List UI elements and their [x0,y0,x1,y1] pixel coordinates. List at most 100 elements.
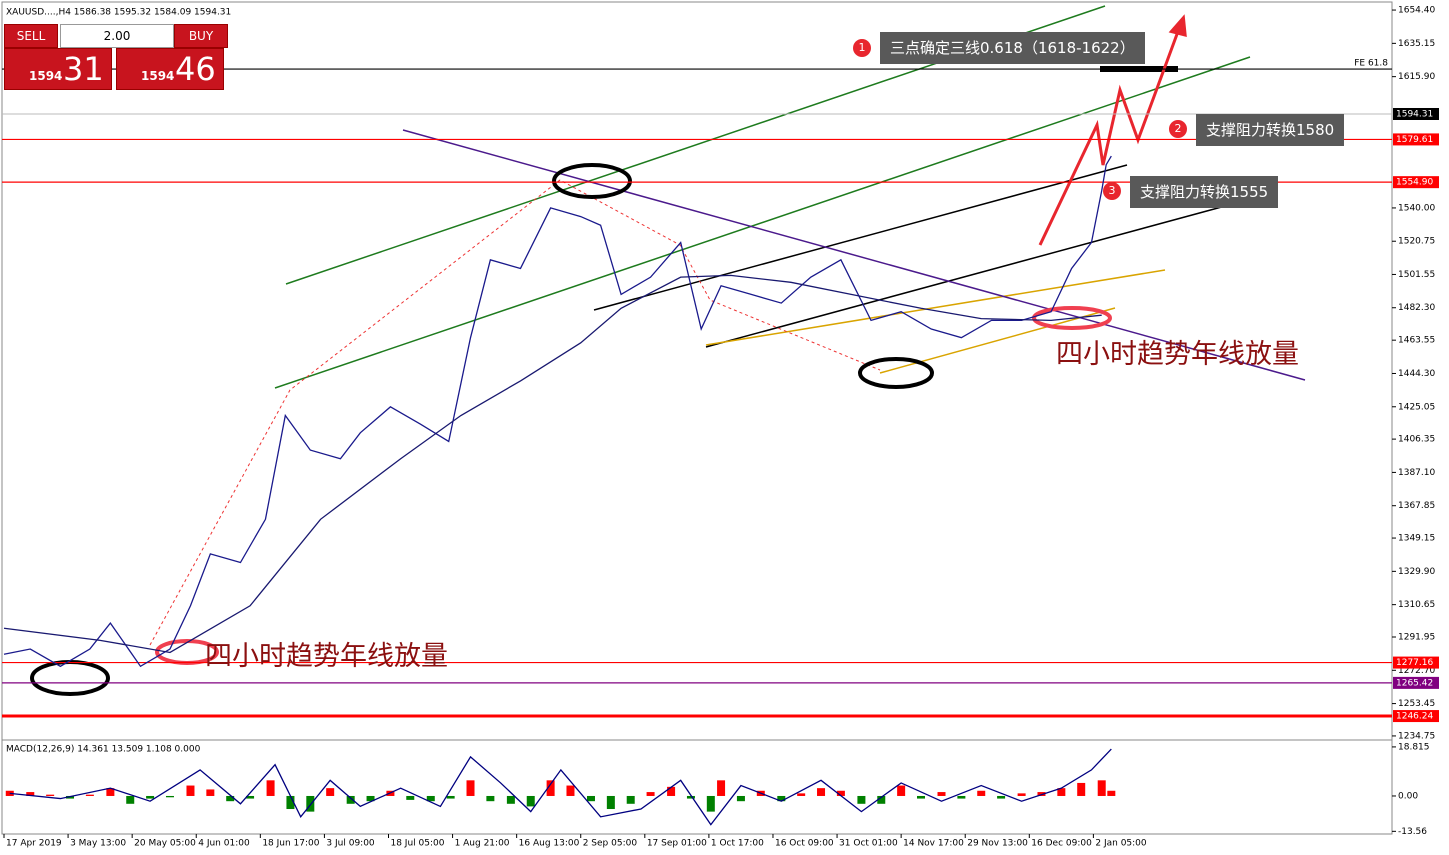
level-tag [1393,133,1439,146]
level-tag-label: 1554.90 [1396,178,1433,188]
x-tick-label: 17 Sep 01:00 [647,839,707,849]
level-tag-label: 1277.16 [1396,658,1433,668]
macd-bar [797,793,806,796]
y-tick-label: 1367.85 [1398,501,1435,511]
macd-bar [717,780,726,796]
ellipse [858,357,934,389]
y-tick-label: 1349.15 [1398,534,1435,544]
y-tick-label: 18.815 [1398,742,1430,752]
y-tick-label: 1463.55 [1398,336,1435,346]
badge: 1 [853,39,871,57]
channel-line [274,56,1251,389]
buy-button[interactable]: BUY [174,24,228,48]
x-tick-label: 18 Jul 05:00 [390,839,444,849]
x-tick-label: 20 May 05:00 [134,839,196,849]
level-tag [1393,656,1439,669]
macd-bar [606,795,615,810]
macd-bar [486,795,495,802]
y-tick-label: 1635.15 [1398,39,1435,49]
x-tick-label: 14 Nov 17:00 [903,839,964,849]
x-tick-label: 16 Aug 13:00 [519,839,580,849]
ask-big: 1594 [141,69,175,83]
badge: 3 [1103,182,1121,200]
macd-bar [1107,790,1116,796]
macd-bar [346,795,355,804]
macd-bar [446,795,455,799]
price-line [3,155,1112,668]
x-tick-label: 18 Jun 17:00 [262,839,319,849]
annotation: 三点确定三线0.618（1618-1622） [880,32,1145,64]
y-tick-label: 1425.05 [1398,402,1435,412]
macd-bar [977,790,986,796]
level-tag-label: 1246.24 [1396,712,1433,722]
macd-bar [206,789,215,796]
y-tick-label: -13.56 [1398,827,1427,837]
macd-bar [706,795,715,812]
level-tag [1393,176,1439,189]
macd-bar [286,795,295,810]
macd-bar [165,795,174,798]
bid-small: 31 [63,50,104,88]
macd-bar [306,795,315,812]
macd-bar [126,795,135,804]
x-tick-label: 2 Sep 05:00 [583,839,638,849]
macd-bar [85,794,94,796]
annotation: 支撑阻力转换1555 [1130,176,1279,208]
y-tick-label: 0.00 [1398,791,1418,801]
trend-line [402,129,1306,381]
bid-price[interactable]: 1594 31 [4,48,112,90]
x-tick-label: 1 Oct 17:00 [711,839,764,849]
macd-bar [777,795,786,802]
y-tick-label: 1654.40 [1398,6,1435,16]
y-tick-label: 1253.45 [1398,699,1435,709]
ask-price[interactable]: 1594 46 [116,48,224,90]
macd-bar [46,794,55,796]
current-price-label: 1594.31 [1396,109,1433,119]
macd-line [9,748,1112,826]
y-tick-label: 1520.75 [1398,237,1435,247]
macd-bar [106,788,115,796]
y-tick-label: 1329.90 [1398,567,1435,577]
y-tick-label: 1615.90 [1398,72,1435,82]
macd-bar [586,795,595,802]
y-tick-label: 1234.75 [1398,731,1435,741]
x-tick-label: 16 Dec 09:00 [1031,839,1092,849]
macd-bar [506,795,515,804]
macd-bar [186,785,195,796]
macd-bar [897,785,906,796]
x-tick-label: 31 Oct 01:00 [839,839,898,849]
y-tick-label: 1272.70 [1398,666,1435,676]
channel-line [593,164,1128,311]
y-tick-label: 1540.00 [1398,203,1435,213]
macd-bar [406,795,415,800]
trade-panel: SELL 2.00 BUY 1594 31 1594 46 [4,24,228,90]
x-tick-label: 2 Jan 05:00 [1095,839,1147,849]
x-tick-label: 3 Jul 09:00 [326,839,375,849]
x-tick-label: 29 Nov 13:00 [967,839,1028,849]
macd-bar [817,788,826,796]
macd-bar [426,795,435,802]
macd-bar [266,780,275,796]
note-label: 四小时趋势年线放量 [1056,339,1299,370]
ask-small: 46 [175,50,216,88]
macd-bar [146,795,155,799]
macd-bar [836,790,845,796]
current-price-tag [1393,107,1439,120]
macd-bar [566,785,575,796]
macd-bar [917,795,926,799]
macd-bar [246,795,255,799]
macd-title: MACD(12,26,9) 14.361 13.509 1.108 0.000 [6,745,201,755]
sell-button[interactable]: SELL [4,24,58,48]
x-tick-label: 1 Aug 21:00 [455,839,510,849]
macd-bar [736,795,745,802]
bid-big: 1594 [29,69,63,83]
y-tick-label: 1406.35 [1398,435,1435,445]
channel-line [705,269,1166,346]
macd-bar [686,795,695,799]
macd-bar [1077,782,1086,796]
macd-bar [1097,780,1106,796]
lot-input[interactable]: 2.00 [60,24,174,48]
ellipse [552,163,632,199]
